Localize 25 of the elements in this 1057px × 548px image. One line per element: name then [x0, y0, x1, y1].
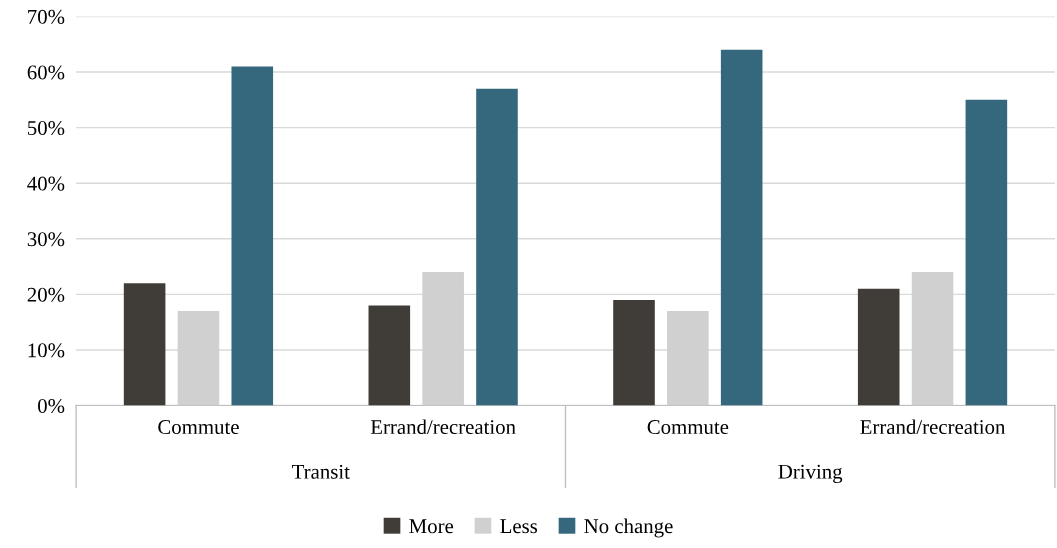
bar — [965, 99, 1008, 406]
y-tick-label: 0% — [38, 398, 65, 414]
y-tick-label: 40% — [27, 176, 65, 191]
y-tick-label: 70% — [28, 9, 65, 24]
x-tick-label: Commute — [647, 420, 729, 435]
bar — [231, 66, 274, 406]
text: Transit — [292, 464, 350, 479]
y-tick-label: 60% — [27, 65, 65, 80]
legend-label: No change — [584, 518, 673, 538]
bar — [613, 299, 655, 406]
text: Driving — [778, 464, 843, 484]
bar — [476, 88, 518, 406]
y-tick-label: 30% — [27, 232, 65, 247]
x-tick-label: Errand/recreation — [860, 419, 1006, 435]
bar — [720, 49, 763, 406]
bar — [123, 283, 166, 406]
bar — [368, 305, 411, 406]
bar — [857, 288, 900, 406]
x-tick-label: Commute — [158, 420, 239, 435]
legend-label: Less — [500, 519, 538, 534]
x-tick-label: Errand/recreation — [370, 419, 516, 435]
y-tick-label: 20% — [27, 287, 65, 302]
y-tick-label: 10% — [28, 343, 65, 358]
y-tick-label: 50% — [28, 120, 65, 136]
legend-label: More — [409, 519, 454, 534]
